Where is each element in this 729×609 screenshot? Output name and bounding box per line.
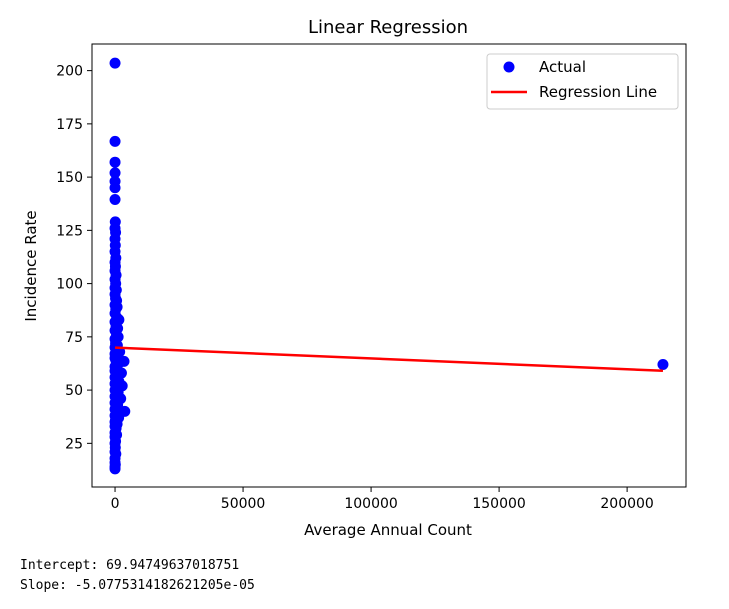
x-tick-label: 100000	[344, 496, 397, 512]
legend-label-regression: Regression Line	[539, 83, 657, 101]
chart-title: Linear Regression	[308, 17, 468, 38]
y-tick-label: 100	[56, 277, 83, 293]
x-axis-label: Average Annual Count	[304, 521, 472, 539]
y-tick-label: 150	[56, 170, 83, 186]
legend-label-actual: Actual	[539, 58, 586, 76]
y-tick-label: 25	[65, 436, 83, 452]
data-point	[110, 136, 121, 147]
axes: 0 50000 100000 150000 200000 25 50 75 100 125 150 1…	[56, 44, 686, 512]
legend: Actual Regression Line	[487, 54, 678, 109]
legend-marker-actual	[504, 62, 515, 73]
regression-line	[115, 348, 663, 371]
intercept-text: Intercept: 69.94749637018751	[20, 556, 255, 576]
y-tick-label: 175	[56, 117, 83, 133]
regression-chart: 0 50000 100000 150000 200000 25 50 75 100 125 150 1…	[0, 0, 729, 550]
data-point	[110, 58, 121, 69]
data-point	[110, 182, 121, 193]
y-tick-label: 200	[56, 64, 83, 80]
y-tick-label: 75	[65, 330, 83, 346]
y-tick-label: 125	[56, 223, 83, 239]
x-tick-label: 200000	[600, 496, 653, 512]
data-point	[110, 194, 121, 205]
plot-frame	[92, 44, 686, 487]
y-axis-label: Incidence Rate	[22, 210, 40, 321]
plot-area	[110, 58, 669, 475]
console-output: Intercept: 69.94749637018751 Slope: -5.0…	[20, 556, 255, 596]
x-tick-label: 50000	[221, 496, 266, 512]
x-tick-label: 0	[111, 496, 120, 512]
data-point	[657, 359, 668, 370]
x-tick-label: 150000	[472, 496, 525, 512]
slope-text: Slope: -5.0775314182621205e-05	[20, 576, 255, 596]
y-tick-label: 50	[65, 383, 83, 399]
data-layer	[110, 58, 669, 475]
data-point	[110, 463, 121, 474]
data-point	[110, 157, 121, 168]
